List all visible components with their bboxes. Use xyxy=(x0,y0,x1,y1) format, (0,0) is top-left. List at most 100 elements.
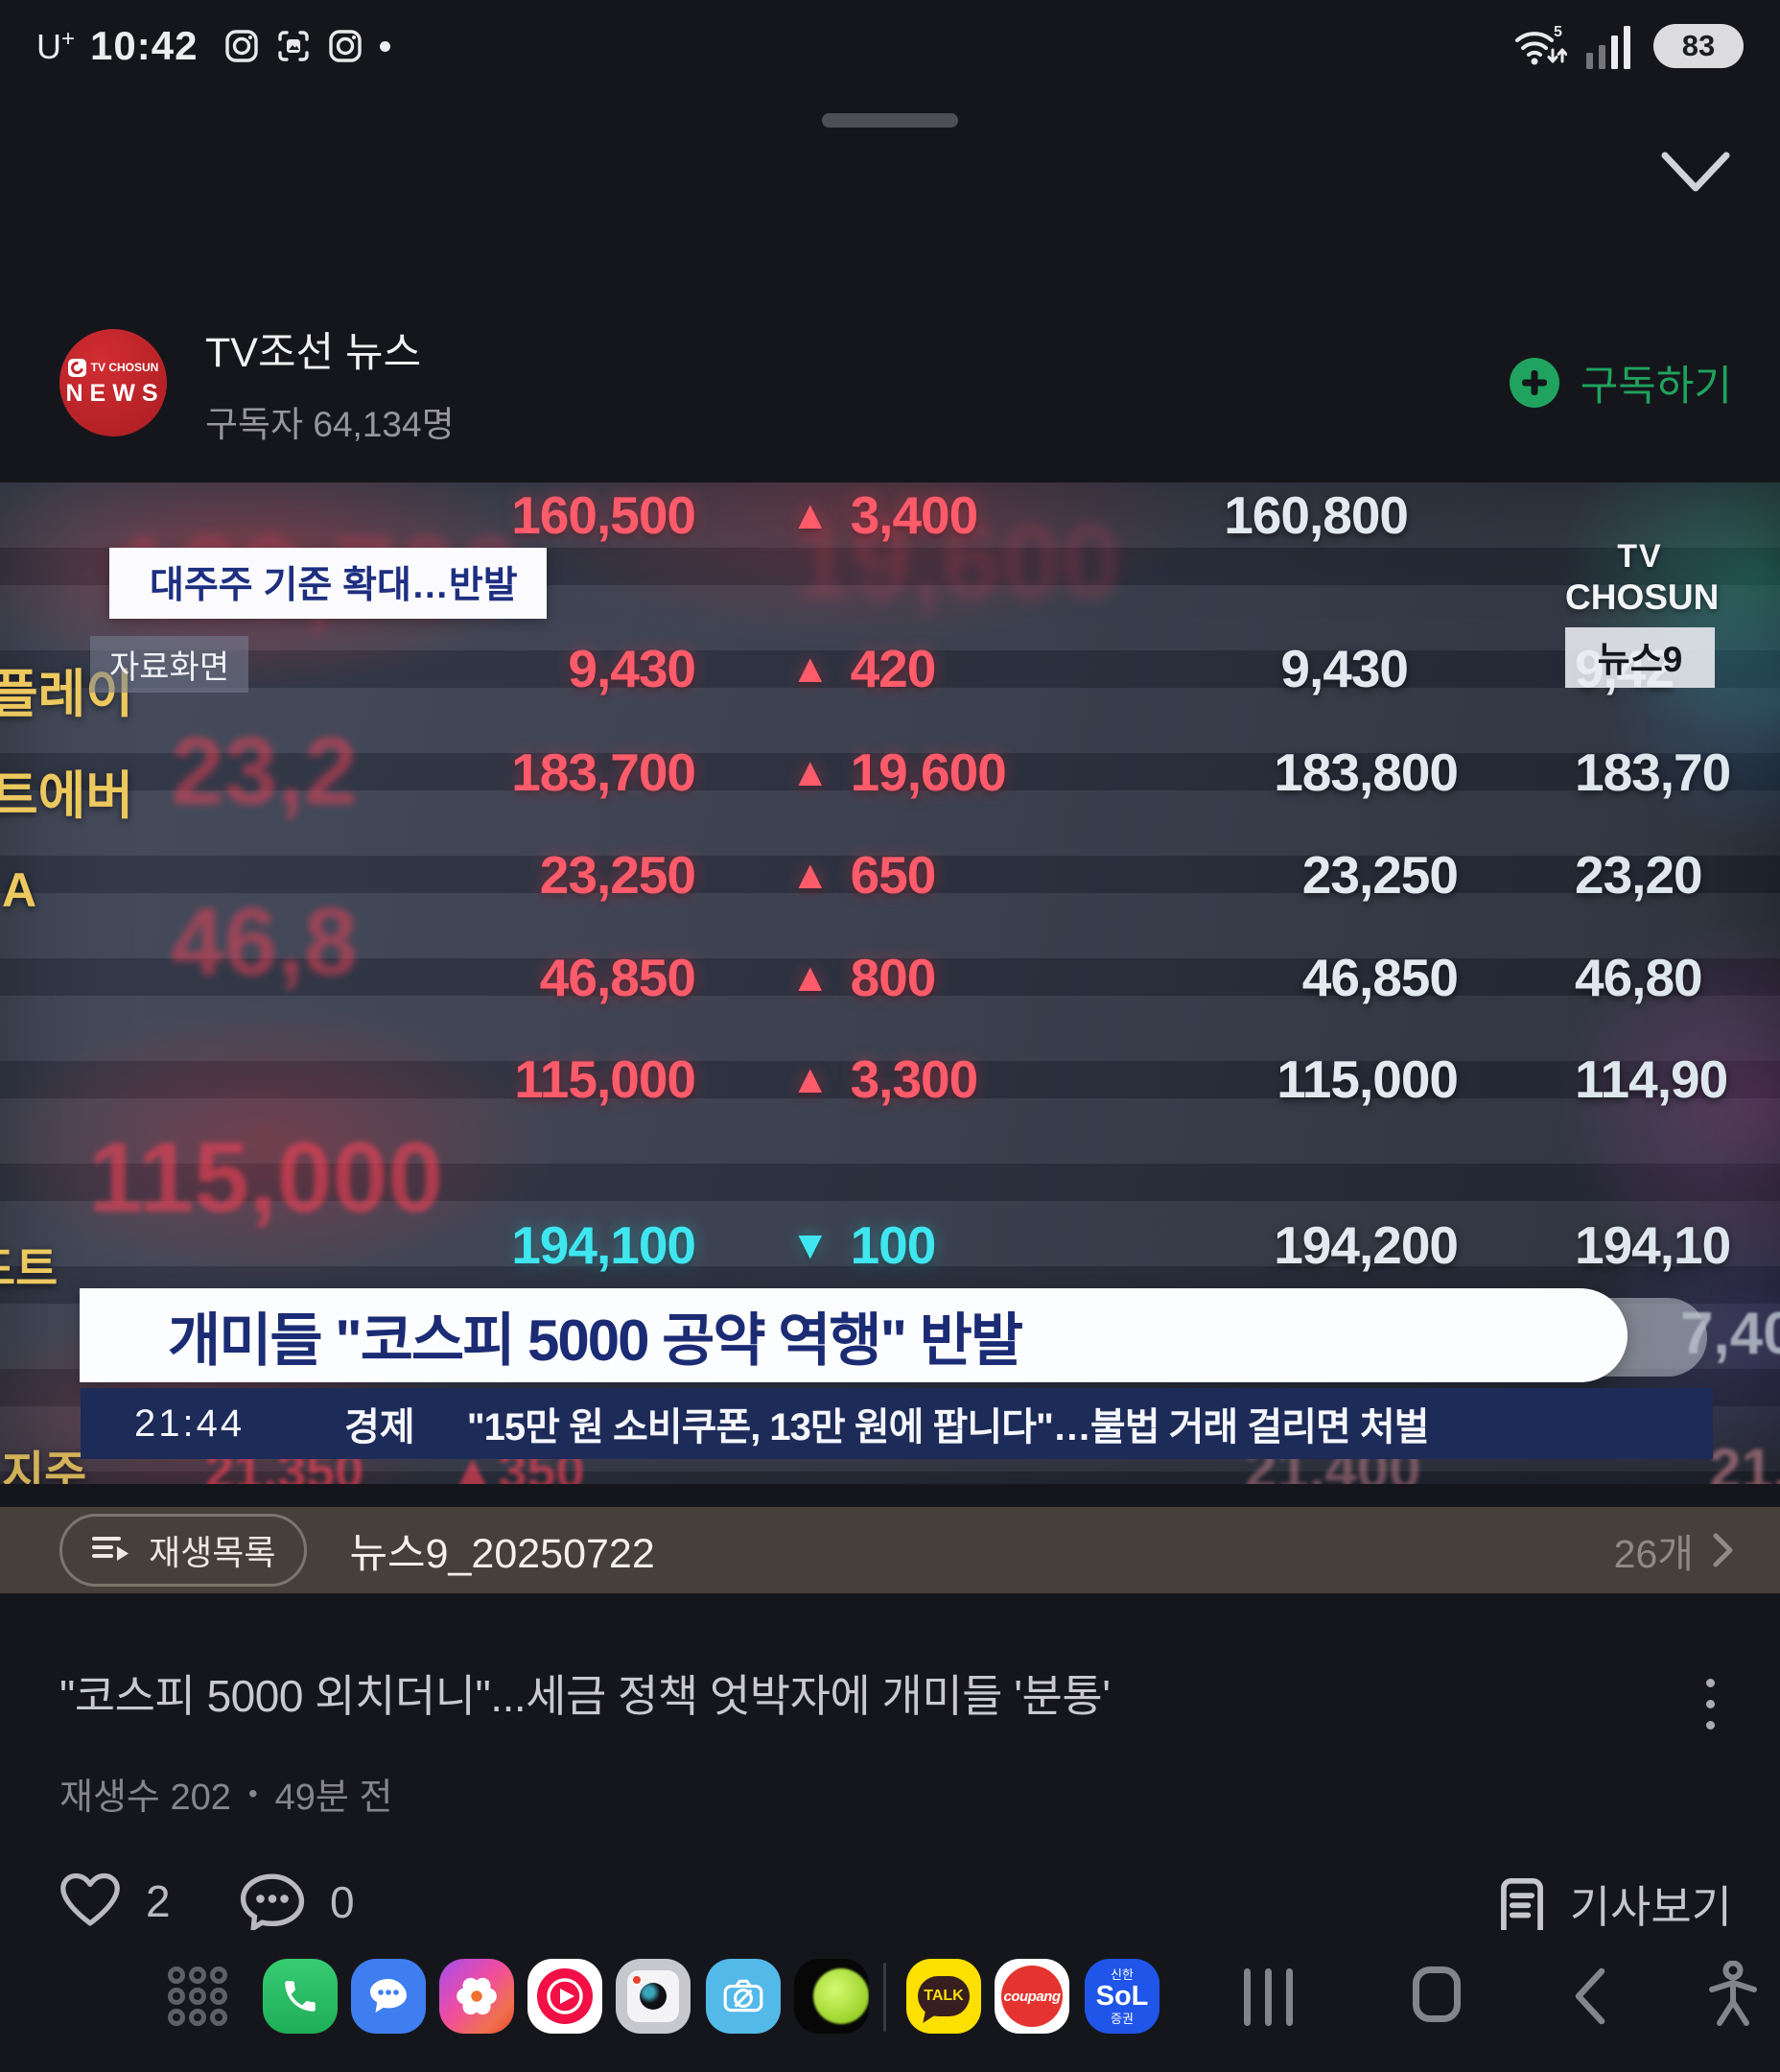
stock-mid: 46,850 xyxy=(1301,948,1459,1007)
view-count: 재생수 202 xyxy=(59,1778,231,1818)
sol-mid-label: SoL xyxy=(1095,1980,1149,2012)
wifi-icon: 5 xyxy=(1515,24,1567,65)
shinhan-sol-app-icon[interactable]: 신한 SoL 증권 xyxy=(1085,1959,1159,2034)
stock-change: 3,300 xyxy=(850,1049,979,1109)
sol-top-label: 신한 xyxy=(1111,1966,1134,1982)
stock-name: A xyxy=(2,863,37,917)
up-triangle-icon: ▲ xyxy=(790,852,831,897)
battery-indicator: 83 xyxy=(1653,24,1744,68)
chevron-right-icon xyxy=(1713,1533,1733,1567)
news-headline-banner: 개미들 "코스피 5000 공약 역행" 반발 xyxy=(80,1288,1628,1382)
channel-avatar[interactable]: TV CHOSUN NEWS xyxy=(59,329,167,436)
video-title[interactable]: "코스피 5000 외치더니"...세금 정책 엇박자에 개미들 '분통' xyxy=(59,1671,1111,1721)
notification-dot-icon xyxy=(380,40,391,52)
phone-app-icon[interactable] xyxy=(263,1959,338,2034)
stock-change: 420 xyxy=(850,639,937,698)
instagram-icon xyxy=(225,30,259,62)
stock-change: 800 xyxy=(850,948,937,1007)
comment-count: 0 xyxy=(330,1877,355,1927)
gallery-app-icon[interactable] xyxy=(439,1959,514,2034)
stock-row: 23,250 ▲ 650 23,250 23,20 xyxy=(0,844,1780,905)
board-bg-number: 115,000 xyxy=(88,1122,444,1234)
subscribe-label: 구독하기 xyxy=(1580,364,1732,410)
play-circle-icon xyxy=(537,1968,593,2024)
coupang-app-icon[interactable]: coupang xyxy=(995,1959,1069,2034)
flower-icon xyxy=(457,1977,497,2015)
like-count: 2 xyxy=(146,1876,171,1926)
upload-time: 49분 전 xyxy=(274,1778,393,1818)
notification-icons xyxy=(224,29,391,63)
channel-subscribers: 구독자 64,134명 xyxy=(205,404,455,444)
nav-back-button[interactable] xyxy=(1571,1966,1609,2026)
nav-recents-button[interactable] xyxy=(1244,1968,1293,2026)
stock-far: 114,90 xyxy=(1575,1049,1728,1109)
video-player[interactable]: 160,700 19,600 23,2 46,8 115,000 21,350 … xyxy=(0,483,1780,1484)
subscribe-button[interactable]: 구독하기 xyxy=(1509,353,1732,412)
wifi-gen-label: 5 xyxy=(1554,24,1562,40)
stock-name: 지주 xyxy=(2,1448,87,1484)
nav-home-button[interactable] xyxy=(1413,1966,1461,2022)
news-ticker-bar: 21:44 경제 "15만 원 소비쿠폰, 13만 원에 팝니다"…불법 거래 … xyxy=(81,1388,1713,1459)
theme-app-icon[interactable] xyxy=(794,1959,869,2034)
camera-body-icon xyxy=(627,1970,679,2022)
comment-button[interactable]: 0 xyxy=(240,1872,355,1932)
stock-name: 트에버 xyxy=(0,767,134,825)
yt-music-app-icon[interactable] xyxy=(527,1959,602,2034)
stock-row: 183,700 ▲ 19,600 183,800 183,70 xyxy=(0,742,1780,802)
view-article-button[interactable]: 기사보기 xyxy=(1497,1872,1732,1936)
status-bar: U+ 10:42 5 83 xyxy=(0,0,1780,92)
coupang-badge-icon: coupang xyxy=(1001,1966,1063,2027)
up-triangle-icon: ▲ xyxy=(790,1056,831,1101)
avatar-logo-bottom: NEWS xyxy=(65,379,165,407)
accessibility-button[interactable] xyxy=(1703,1961,1763,2028)
board-bg-number: 7,40 xyxy=(1680,1301,1780,1367)
chevron-down-icon[interactable] xyxy=(1657,146,1734,198)
board-bg-number: 23,2 xyxy=(171,718,358,825)
playlist-count[interactable]: 26개 xyxy=(1614,1521,1734,1579)
up-triangle-icon: ▲ xyxy=(790,492,831,537)
instagram-icon xyxy=(329,30,363,62)
status-right: 5 83 xyxy=(1513,23,1744,69)
messages-app-icon[interactable] xyxy=(351,1959,426,2034)
playlist-count-label: 26개 xyxy=(1613,1532,1694,1576)
broadcaster-watermark: TV CHOSUN 뉴스9 xyxy=(1565,538,1720,688)
stock-mid: 194,200 xyxy=(1274,1215,1459,1275)
view-article-label: 기사보기 xyxy=(1569,1882,1732,1932)
playlist-bar[interactable]: 재생목록 뉴스9_20250722 26개 xyxy=(0,1507,1780,1593)
ticker-time: 21:44 xyxy=(134,1401,246,1445)
stock-mid: 160,800 xyxy=(1224,485,1409,545)
carrier-label: U+ xyxy=(36,25,76,66)
plus-icon xyxy=(1509,358,1559,408)
stock-price: 46,850 xyxy=(539,948,696,1007)
app-drawer-button[interactable] xyxy=(160,1959,235,2034)
channel-row[interactable]: TV CHOSUN NEWS TV조선 뉴스 구독자 64,134명 구독하기 xyxy=(59,326,1732,444)
channel-meta: TV조선 뉴스 구독자 64,134명 xyxy=(205,319,455,447)
stock-mid: 9,430 xyxy=(1280,639,1409,698)
down-triangle-icon: ▼ xyxy=(790,1222,831,1267)
stock-far: 23,20 xyxy=(1575,845,1703,905)
sol-bottom-label: 증권 xyxy=(1111,2011,1134,2026)
app-grid-icon xyxy=(168,1966,227,2026)
kebab-menu-icon[interactable] xyxy=(1700,1673,1721,1735)
playlist-button[interactable]: 재생목록 xyxy=(59,1514,308,1587)
up-triangle-icon: ▲ xyxy=(790,646,831,691)
action-row: 2 0 기사보기 xyxy=(59,1872,1732,1961)
kakaotalk-app-icon[interactable]: TALK xyxy=(906,1959,981,2034)
watermark-chosun: CHOSUN xyxy=(1565,577,1720,617)
camera-app-icon[interactable] xyxy=(616,1959,691,2034)
board-bg-number: 19,600 xyxy=(792,502,1121,622)
up-triangle-icon: ▲ xyxy=(790,749,831,794)
playlist-button-label: 재생목록 xyxy=(149,1533,276,1572)
stock-price: 115,000 xyxy=(514,1049,696,1109)
stock-change: 19,600 xyxy=(850,742,1007,802)
quick-camera-app-icon[interactable] xyxy=(706,1959,781,2034)
article-icon xyxy=(1500,1877,1543,1931)
up-triangle-icon: ▲ xyxy=(790,954,831,1000)
tvchosun-logo-mark-icon xyxy=(67,358,86,377)
playlist-title: 뉴스9_20250722 xyxy=(349,1531,655,1577)
drag-handle[interactable] xyxy=(822,113,958,128)
stock-mid: 23,250 xyxy=(1301,845,1459,905)
stock-change: 3,400 xyxy=(850,485,979,545)
like-button[interactable]: 2 xyxy=(59,1872,171,1930)
board-bg-number: 21,3 xyxy=(1709,1437,1780,1484)
